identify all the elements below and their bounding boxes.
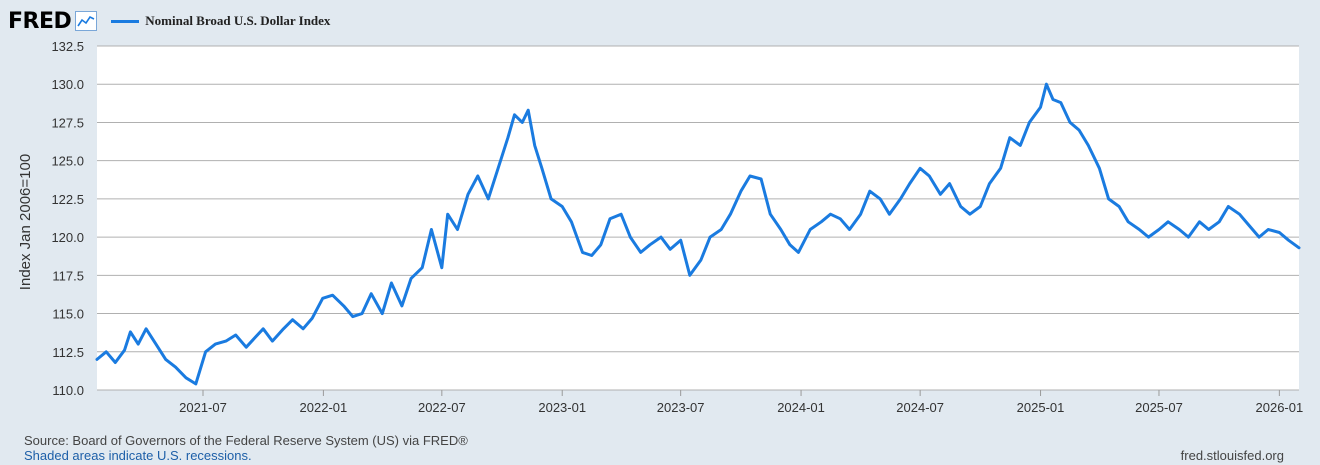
x-tick-label: 2023-07 <box>657 400 705 415</box>
x-tick-label: 2024-01 <box>777 400 825 415</box>
y-tick-label: 115.0 <box>52 307 84 322</box>
x-tick-label: 2025-07 <box>1135 400 1183 415</box>
x-tick-label: 2025-01 <box>1017 400 1065 415</box>
y-tick-label: 125.0 <box>51 154 84 169</box>
site-link[interactable]: fred.stlouisfed.org <box>1180 448 1284 463</box>
x-tick-label: 2026-01 <box>1256 400 1304 415</box>
plot-area <box>97 46 1299 390</box>
y-tick-label: 122.5 <box>51 192 84 207</box>
series-layer <box>95 82 1301 386</box>
fred-logo[interactable]: FRED <box>8 8 72 34</box>
line-chart: 110.0 112.5 115.0 117.5 120.0 122.5 125.0 127.5… <box>17 39 1303 415</box>
chart-header: FRED Nominal Broad U.S. Dollar Index <box>8 6 330 36</box>
y-tick-label: 112.5 <box>52 345 84 360</box>
source-note: Source: Board of Governors of the Federa… <box>24 433 468 448</box>
y-axis-label: Index Jan 2006=100 <box>17 154 34 290</box>
x-tick-label: 2023-01 <box>538 400 586 415</box>
y-tick-label: 117.5 <box>52 268 84 283</box>
recession-note[interactable]: Shaded areas indicate U.S. recessions. <box>24 448 252 463</box>
grid-lines <box>97 45 1299 391</box>
series-line-0[interactable] <box>95 82 1301 386</box>
x-tick-label: 2022-07 <box>418 400 466 415</box>
y-tick-label: 127.5 <box>51 115 84 130</box>
x-tick-label: 2021-07 <box>179 400 227 415</box>
legend-swatch <box>111 19 140 23</box>
y-tick-label: 130.0 <box>51 77 84 92</box>
y-tick-labels: 110.0 112.5 115.0 117.5 120.0 122.5 125.0 127.5… <box>51 39 84 398</box>
legend: Nominal Broad U.S. Dollar Index <box>111 13 330 29</box>
x-tick-label: 2022-01 <box>300 400 348 415</box>
fred-graph-icon <box>75 11 98 31</box>
x-tick-label: 2024-07 <box>896 400 944 415</box>
y-tick-label: 120.0 <box>51 230 84 245</box>
x-tick-labels: 2021-07 2022-01 2022-07 2023-01 2023-07 2024-… <box>179 390 1303 415</box>
y-tick-label: 110.0 <box>52 383 84 398</box>
y-tick-label: 132.5 <box>51 39 84 54</box>
legend-label: Nominal Broad U.S. Dollar Index <box>145 13 331 28</box>
